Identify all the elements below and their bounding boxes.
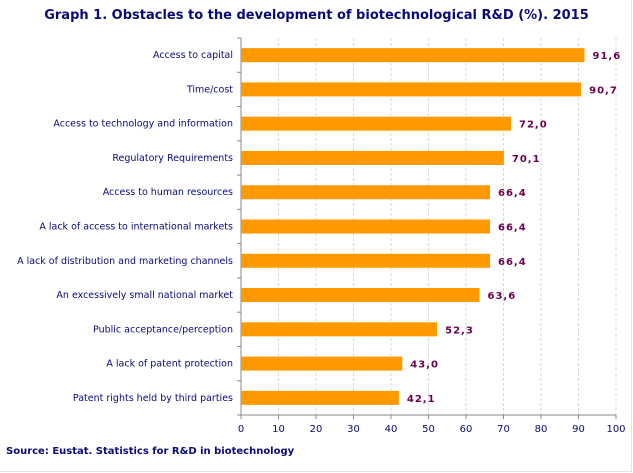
x-tick-label: 10	[272, 424, 285, 435]
category-label: Time/cost	[186, 84, 233, 95]
x-tick-label: 0	[238, 424, 244, 435]
x-tick-label: 70	[497, 424, 510, 435]
bar	[241, 322, 438, 337]
x-tick-label: 20	[310, 424, 323, 435]
bar	[241, 150, 504, 165]
category-label: Public acceptance/perception	[93, 324, 233, 335]
x-tick-label: 50	[422, 424, 435, 435]
category-label: Access to technology and information	[53, 119, 233, 130]
category-label: A lack of access to international market…	[39, 222, 233, 233]
x-tick-label: 80	[535, 424, 548, 435]
data-label: 63,6	[488, 291, 517, 302]
data-label: 52,3	[445, 325, 474, 336]
category-label: Access to human resources	[103, 187, 233, 198]
bar	[241, 185, 490, 200]
bar	[241, 390, 399, 405]
data-label: 90,7	[589, 85, 618, 96]
data-label: 66,4	[498, 188, 527, 199]
category-label: A lack of distribution and marketing cha…	[17, 256, 233, 267]
category-label: Patent rights held by third parties	[73, 393, 233, 404]
source-note: Source: Eustat. Statistics for R&D in bi…	[6, 446, 295, 457]
data-label: 66,4	[498, 257, 527, 268]
category-label: An excessively small national market	[56, 290, 233, 301]
bar	[241, 82, 582, 97]
category-label: Regulatory Requirements	[112, 153, 233, 164]
x-tick-label: 90	[572, 424, 585, 435]
data-label: 70,1	[512, 154, 541, 165]
chart-title: Graph 1. Obstacles to the development of…	[44, 8, 589, 23]
category-label: A lack of patent protection	[106, 359, 233, 370]
data-label: 66,4	[498, 223, 527, 234]
data-label: 72,0	[519, 120, 548, 131]
x-tick-label: 30	[347, 424, 360, 435]
category-label: Access to capital	[153, 50, 233, 61]
bar	[241, 253, 490, 268]
x-tick-label: 100	[606, 424, 625, 435]
bar	[241, 116, 511, 131]
data-label: 91,6	[593, 51, 622, 62]
x-tick-label: 40	[385, 424, 398, 435]
bar	[241, 48, 585, 63]
bar	[241, 356, 403, 371]
data-label: 42,1	[407, 394, 436, 405]
bar	[241, 288, 480, 303]
data-label: 43,0	[410, 360, 439, 371]
bar	[241, 219, 490, 234]
x-tick-label: 60	[460, 424, 473, 435]
